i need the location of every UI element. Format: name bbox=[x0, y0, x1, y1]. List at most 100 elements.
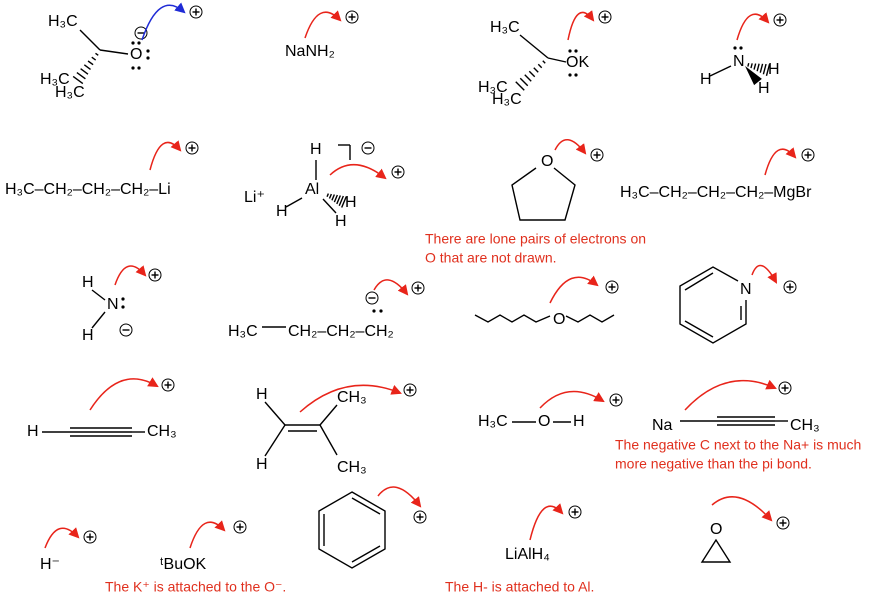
bond bbox=[331, 194, 336, 201]
atom-label: H₃C bbox=[55, 84, 85, 101]
bond bbox=[547, 57, 567, 63]
electron-arrow bbox=[549, 275, 599, 304]
bond bbox=[533, 67, 539, 73]
annotation: The K⁺ is attached to the O⁻. bbox=[105, 579, 286, 595]
positive-charge bbox=[83, 530, 97, 544]
atom-label: H bbox=[27, 423, 39, 440]
electron-arrow bbox=[751, 264, 778, 284]
bond bbox=[542, 60, 546, 64]
atom-label: CH₃ bbox=[790, 417, 820, 434]
bond bbox=[684, 320, 714, 338]
lone-pair bbox=[137, 41, 141, 45]
bond bbox=[99, 49, 129, 55]
ring-bond bbox=[511, 167, 576, 221]
bond bbox=[684, 272, 714, 291]
atom-label: O bbox=[541, 153, 553, 170]
lone-pair bbox=[137, 66, 141, 70]
electron-arrow bbox=[149, 140, 182, 171]
bond bbox=[87, 60, 94, 66]
atom-label: H₃C–CH₂–CH₂–CH₂–Li bbox=[5, 181, 171, 198]
atom-label: NaNH₂ bbox=[285, 43, 335, 60]
ring-bond bbox=[679, 266, 747, 344]
bond bbox=[83, 64, 91, 70]
electron-arrow bbox=[89, 377, 159, 411]
atom-label: Na bbox=[652, 417, 673, 434]
atom-label: H⁻ bbox=[40, 556, 60, 573]
atom-label: O bbox=[130, 46, 142, 63]
bond bbox=[91, 289, 106, 301]
positive-charge bbox=[411, 281, 425, 295]
bond bbox=[519, 77, 529, 87]
atom-label: H₃C bbox=[48, 13, 78, 30]
bond bbox=[264, 401, 286, 426]
atom-label: H bbox=[573, 413, 585, 430]
bond bbox=[333, 194, 338, 203]
lone-pair bbox=[372, 309, 376, 313]
lone-pair bbox=[121, 305, 125, 309]
atom-label: H bbox=[276, 203, 288, 220]
lone-pair bbox=[131, 41, 135, 45]
benzene-ring bbox=[318, 491, 386, 569]
atom-label: H₃C bbox=[478, 79, 508, 96]
electron-arrow bbox=[764, 147, 797, 176]
bond bbox=[515, 81, 525, 91]
bond bbox=[537, 63, 543, 69]
bond bbox=[79, 29, 101, 51]
positive-charge bbox=[801, 148, 815, 162]
atom-label: N bbox=[733, 53, 745, 70]
electron-arrow bbox=[114, 265, 147, 286]
atom-label: CH₂–CH₂–CH₂ bbox=[288, 323, 394, 340]
bond bbox=[328, 193, 333, 199]
atom-label: H bbox=[345, 194, 357, 211]
negative-charge bbox=[134, 26, 148, 40]
electron-arrow bbox=[44, 527, 80, 549]
bond bbox=[80, 68, 89, 75]
atom-label: N bbox=[107, 296, 119, 313]
atom-label: H₃C bbox=[228, 323, 258, 340]
positive-charge bbox=[609, 393, 623, 407]
electron-arrow bbox=[304, 10, 342, 39]
electron-arrow bbox=[711, 496, 773, 522]
bond bbox=[91, 56, 97, 61]
bond bbox=[95, 52, 99, 56]
lone-pair bbox=[568, 73, 572, 77]
atom-label: O bbox=[553, 311, 565, 328]
positive-charge bbox=[773, 13, 787, 27]
atom-label: CH₃ bbox=[147, 423, 177, 440]
positive-charge bbox=[233, 520, 247, 534]
positive-charge bbox=[778, 381, 792, 395]
lone-pair bbox=[739, 46, 743, 50]
bond bbox=[264, 424, 286, 457]
electron-arrow bbox=[554, 139, 587, 155]
atom-label: H bbox=[700, 71, 712, 88]
bond bbox=[765, 64, 771, 76]
atom-label: H₃C–CH₂–CH₂–CH₂–MgBr bbox=[620, 184, 812, 201]
negative-charge bbox=[365, 291, 379, 305]
electron-arrow bbox=[567, 10, 595, 41]
bond bbox=[341, 196, 347, 208]
annotation: The H- is attached to Al. bbox=[445, 579, 594, 595]
epoxide-ring bbox=[700, 538, 732, 563]
annotation: more negative than the pi bond. bbox=[615, 456, 812, 472]
atom-label: H bbox=[768, 61, 780, 78]
bond bbox=[338, 195, 344, 207]
positive-charge bbox=[776, 516, 790, 530]
atom-label: H bbox=[82, 327, 94, 344]
atom-label: N bbox=[740, 281, 752, 298]
bond bbox=[524, 74, 532, 82]
bond bbox=[759, 63, 764, 73]
atom-label: LiAlH₄ bbox=[505, 546, 550, 563]
positive-charge bbox=[189, 5, 203, 19]
negative-charge bbox=[361, 141, 375, 155]
electron-arrow bbox=[377, 486, 422, 508]
positive-charge bbox=[598, 10, 612, 24]
positive-charge bbox=[605, 280, 619, 294]
lone-pair bbox=[146, 49, 150, 53]
positive-charge bbox=[590, 148, 604, 162]
bond bbox=[72, 75, 84, 85]
electron-arrow bbox=[141, 2, 186, 41]
atom-label: H₃C bbox=[478, 413, 508, 430]
atom-label: H bbox=[256, 456, 268, 473]
bond bbox=[750, 63, 753, 69]
atom-label: H bbox=[310, 141, 322, 158]
